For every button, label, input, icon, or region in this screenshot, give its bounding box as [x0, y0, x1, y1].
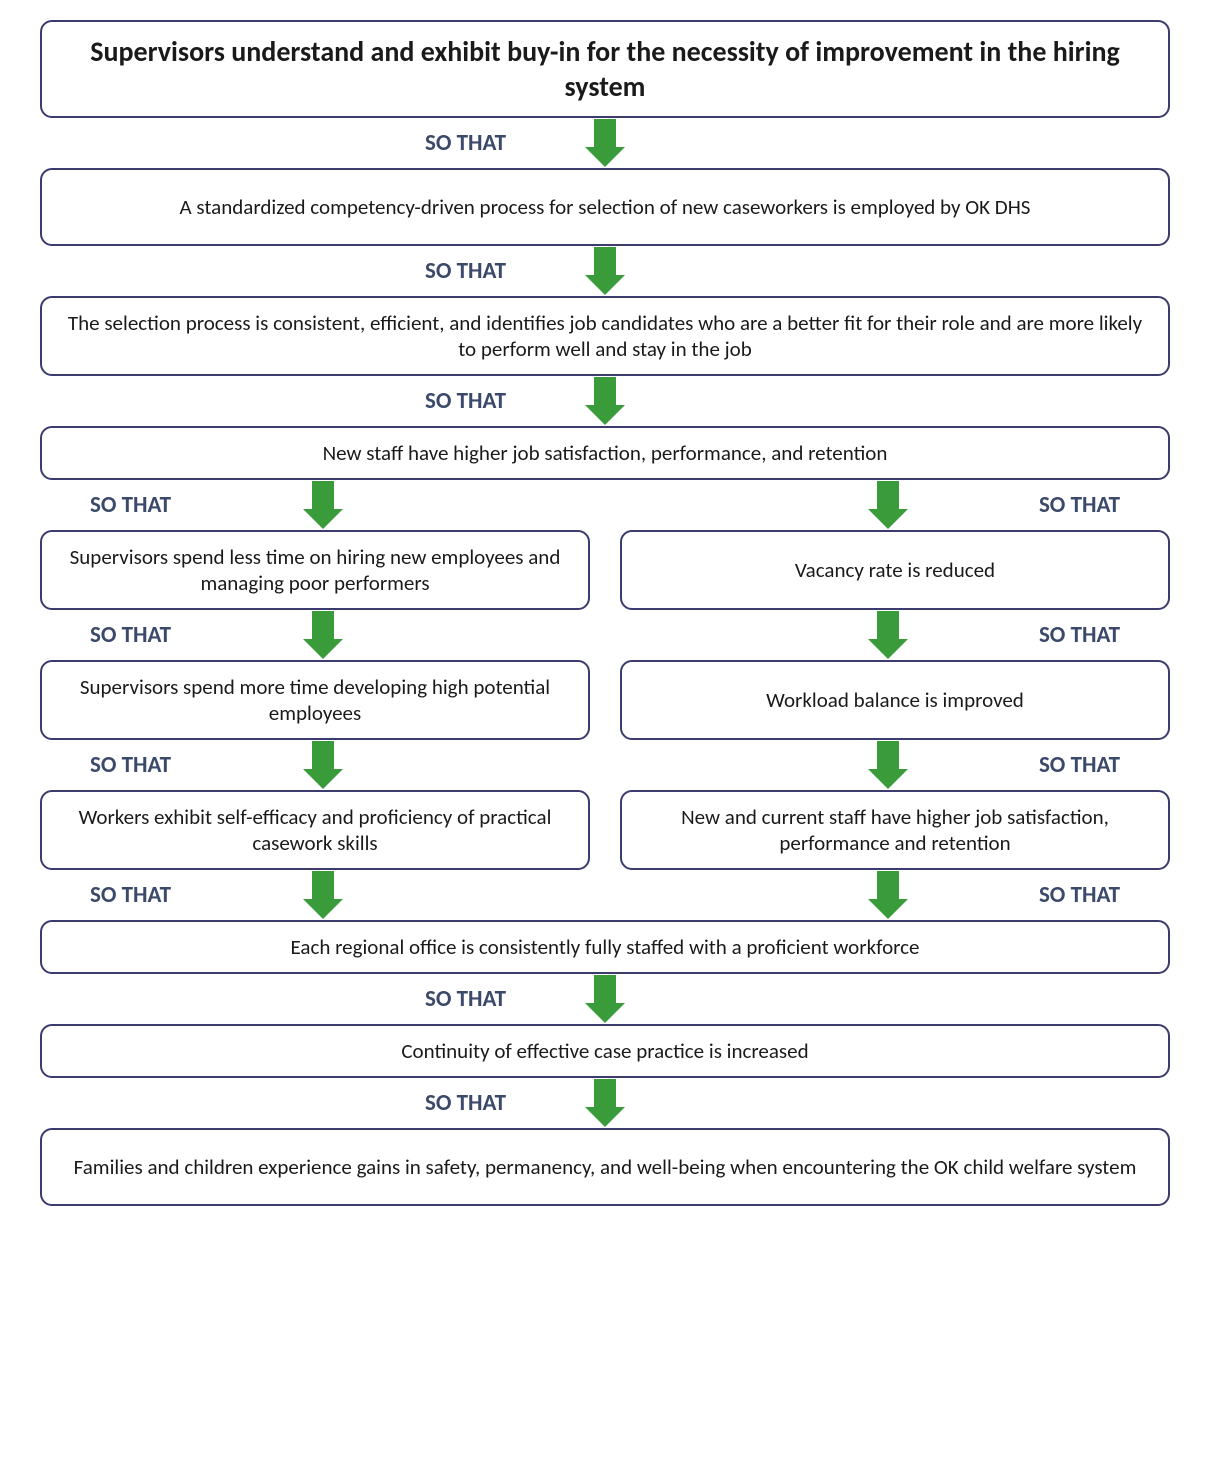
- split-row-3: Workers exhibit self-efficacy and profic…: [40, 790, 1170, 870]
- node-text: Supervisors understand and exhibit buy-i…: [62, 34, 1148, 104]
- arrow-icon: [585, 377, 625, 425]
- arrow-icon: [585, 119, 625, 167]
- connector-right: SO THAT: [605, 480, 1170, 530]
- connector-left: SO THAT: [40, 610, 605, 660]
- arrow-icon: [868, 871, 908, 919]
- node-7a: Workers exhibit self-efficacy and profic…: [40, 790, 590, 870]
- arrow-icon: [585, 247, 625, 295]
- node-8: Each regional office is consistently ful…: [40, 920, 1170, 974]
- node-title: Supervisors understand and exhibit buy-i…: [40, 20, 1170, 118]
- connector-left: SO THAT: [40, 870, 605, 920]
- split-row-1: Supervisors spend less time on hiring ne…: [40, 530, 1170, 610]
- node-text: Vacancy rate is reduced: [795, 557, 995, 583]
- split-connector-3: SO THAT SO THAT: [40, 740, 1170, 790]
- connector-left: SO THAT: [40, 740, 605, 790]
- split-connector-top: SO THAT SO THAT: [40, 480, 1170, 530]
- arrow-icon: [868, 741, 908, 789]
- node-text: Workload balance is improved: [766, 687, 1024, 713]
- connector-8: SO THAT: [40, 974, 1170, 1024]
- split-connector-2: SO THAT SO THAT: [40, 610, 1170, 660]
- connector-right: SO THAT: [605, 610, 1170, 660]
- node-7b: New and current staff have higher job sa…: [620, 790, 1170, 870]
- so-that-label: SO THAT: [1039, 751, 1120, 779]
- so-that-label: SO THAT: [90, 621, 171, 649]
- so-that-label: SO THAT: [425, 1089, 506, 1117]
- connector-right: SO THAT: [605, 870, 1170, 920]
- node-4: New staff have higher job satisfaction, …: [40, 426, 1170, 480]
- connector-2: SO THAT: [40, 246, 1170, 296]
- node-text: A standardized competency-driven process…: [180, 194, 1031, 220]
- node-text: Each regional office is consistently ful…: [290, 934, 919, 960]
- so-that-label: SO THAT: [90, 491, 171, 519]
- arrow-icon: [303, 741, 343, 789]
- node-6b: Workload balance is improved: [620, 660, 1170, 740]
- node-text: Continuity of effective case practice is…: [401, 1038, 808, 1064]
- so-that-label: SO THAT: [1039, 491, 1120, 519]
- so-that-label: SO THAT: [425, 387, 506, 415]
- connector-right: SO THAT: [605, 740, 1170, 790]
- node-text: New staff have higher job satisfaction, …: [323, 440, 888, 466]
- arrow-icon: [303, 871, 343, 919]
- node-text: New and current staff have higher job sa…: [642, 804, 1148, 856]
- node-text: Families and children experience gains i…: [74, 1154, 1137, 1180]
- node-text: Supervisors spend less time on hiring ne…: [62, 544, 568, 596]
- node-5b: Vacancy rate is reduced: [620, 530, 1170, 610]
- so-that-label: SO THAT: [1039, 881, 1120, 909]
- flowchart-container: Supervisors understand and exhibit buy-i…: [40, 20, 1170, 1206]
- so-that-label: SO THAT: [425, 985, 506, 1013]
- node-text: Workers exhibit self-efficacy and profic…: [62, 804, 568, 856]
- node-10: Families and children experience gains i…: [40, 1128, 1170, 1206]
- node-text: The selection process is consistent, eff…: [62, 310, 1148, 362]
- so-that-label: SO THAT: [1039, 621, 1120, 649]
- node-2: A standardized competency-driven process…: [40, 168, 1170, 246]
- split-connector-merge: SO THAT SO THAT: [40, 870, 1170, 920]
- arrow-icon: [585, 975, 625, 1023]
- so-that-label: SO THAT: [425, 129, 506, 157]
- arrow-icon: [585, 1079, 625, 1127]
- arrow-icon: [303, 481, 343, 529]
- arrow-icon: [303, 611, 343, 659]
- node-9: Continuity of effective case practice is…: [40, 1024, 1170, 1078]
- so-that-label: SO THAT: [90, 881, 171, 909]
- so-that-label: SO THAT: [425, 257, 506, 285]
- arrow-icon: [868, 481, 908, 529]
- node-6a: Supervisors spend more time developing h…: [40, 660, 590, 740]
- connector-9: SO THAT: [40, 1078, 1170, 1128]
- connector-3: SO THAT: [40, 376, 1170, 426]
- split-row-2: Supervisors spend more time developing h…: [40, 660, 1170, 740]
- so-that-label: SO THAT: [90, 751, 171, 779]
- node-3: The selection process is consistent, eff…: [40, 296, 1170, 376]
- node-text: Supervisors spend more time developing h…: [62, 674, 568, 726]
- node-5a: Supervisors spend less time on hiring ne…: [40, 530, 590, 610]
- connector-1: SO THAT: [40, 118, 1170, 168]
- arrow-icon: [868, 611, 908, 659]
- connector-left: SO THAT: [40, 480, 605, 530]
